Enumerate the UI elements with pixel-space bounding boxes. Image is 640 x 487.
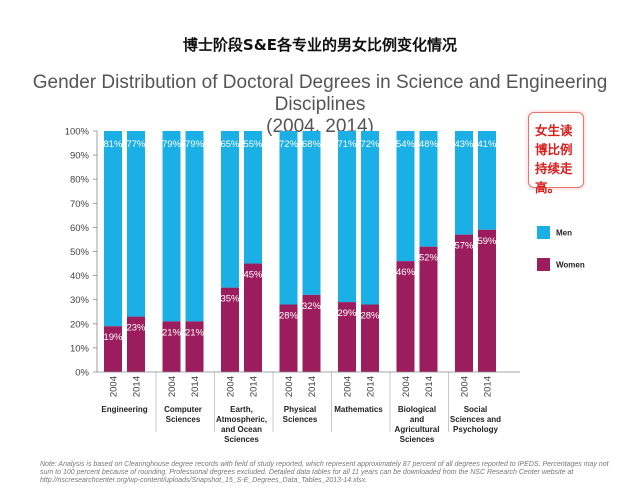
bar-women	[478, 229, 496, 372]
x-year-label: 2014	[483, 376, 494, 397]
bar-men	[361, 131, 379, 305]
x-year-label: 2004	[226, 376, 237, 397]
legend-swatch-women	[537, 258, 550, 271]
data-label-women: 52%	[419, 253, 439, 264]
bar-women	[455, 234, 473, 372]
bar-men	[455, 131, 473, 235]
x-category-label: Biological and Agricultural Sciences	[395, 405, 440, 444]
data-label-men: 79%	[185, 139, 205, 150]
data-label-men: 72%	[360, 139, 380, 150]
data-label-men: 65%	[220, 139, 240, 150]
data-label-men: 81%	[103, 139, 123, 150]
data-label-men: 43%	[454, 139, 474, 150]
y-tick-label: 80%	[70, 175, 90, 186]
bar-men	[162, 131, 181, 322]
x-category-label: Computer Sciences	[164, 405, 202, 424]
x-year-label: 2014	[307, 376, 318, 397]
callout-box: 女生读博比例持续走高。	[528, 112, 584, 195]
x-category-label: Mathematics	[334, 405, 383, 414]
bar-women	[279, 304, 298, 372]
x-year-label: 2014	[249, 376, 260, 397]
y-tick-label: 90%	[70, 151, 90, 162]
y-tick-label: 100%	[65, 127, 90, 138]
bar-men	[302, 131, 321, 295]
bar-women	[162, 321, 181, 372]
legend-label-men: Men	[556, 229, 572, 238]
bar-women	[127, 316, 145, 372]
data-label-women: 46%	[396, 267, 416, 278]
data-label-women: 35%	[220, 294, 240, 305]
data-label-women: 23%	[126, 323, 146, 334]
x-category-label: Physical Sciences	[283, 405, 318, 424]
y-tick-label: 60%	[70, 223, 90, 234]
legend-label-women: Women	[556, 261, 585, 270]
footnote: Note: Analysis is based on Clearinghouse…	[40, 461, 609, 484]
data-label-women: 45%	[243, 270, 263, 281]
x-year-label: 2004	[401, 376, 412, 397]
y-tick-label: 40%	[70, 271, 90, 282]
data-label-men: 68%	[302, 139, 322, 150]
data-label-women: 21%	[185, 327, 205, 338]
x-category-label: Engineering	[101, 405, 147, 414]
data-label-men: 48%	[419, 139, 439, 150]
data-label-women: 59%	[477, 236, 497, 247]
bar-men	[127, 131, 145, 317]
y-tick-label: 20%	[70, 319, 90, 330]
chinese-title: 博士阶段S&E各专业的男女比例变化情况	[182, 36, 458, 54]
x-year-label: 2014	[424, 376, 435, 397]
bar-women	[104, 326, 122, 372]
x-year-label: 2014	[190, 376, 201, 397]
data-label-women: 28%	[279, 311, 299, 322]
bar-women	[419, 246, 438, 372]
y-tick-label: 50%	[70, 247, 90, 258]
x-category-label: Earth, Atmospheric, and Ocean Sciences	[216, 405, 267, 444]
data-label-men: 71%	[337, 139, 357, 150]
data-label-men: 41%	[477, 139, 497, 150]
bar-men	[396, 131, 415, 262]
y-tick-label: 0%	[75, 368, 89, 379]
x-year-label: 2014	[132, 376, 143, 397]
data-label-women: 29%	[337, 308, 357, 319]
data-label-men: 77%	[126, 139, 146, 150]
bar-women	[244, 263, 262, 372]
bar-women	[221, 287, 239, 372]
bar-women	[396, 261, 415, 372]
bar-men	[478, 131, 496, 230]
x-year-label: 2004	[284, 376, 295, 397]
data-label-men: 72%	[279, 139, 299, 150]
bar-women	[185, 321, 204, 372]
y-tick-label: 70%	[70, 199, 90, 210]
data-label-women: 32%	[302, 301, 322, 312]
bar-women	[338, 302, 356, 372]
bar-men	[244, 131, 262, 264]
x-year-label: 2004	[167, 376, 178, 397]
x-year-label: 2004	[343, 376, 354, 397]
y-tick-label: 10%	[70, 343, 90, 354]
bar-women	[302, 294, 321, 372]
chart-title-line1: Gender Distribution of Doctoral Degrees …	[32, 72, 608, 115]
bar-men	[104, 131, 122, 327]
bar-men	[221, 131, 239, 288]
bar-men	[185, 131, 204, 322]
x-year-label: 2014	[366, 376, 377, 397]
data-label-men: 55%	[243, 139, 263, 150]
x-year-label: 2004	[460, 376, 471, 397]
data-label-women: 21%	[162, 327, 182, 338]
data-label-women: 28%	[360, 311, 380, 322]
x-year-label: 2004	[109, 376, 120, 397]
bar-women	[361, 304, 379, 372]
x-category-label: Social Sciences and Psychology	[450, 405, 501, 434]
bar-men	[279, 131, 298, 305]
data-label-men: 54%	[396, 139, 416, 150]
data-label-men: 79%	[162, 139, 182, 150]
legend-swatch-men	[537, 226, 550, 239]
y-tick-label: 30%	[70, 295, 90, 306]
bar-men	[338, 131, 356, 303]
bar-men	[419, 131, 438, 247]
data-label-women: 57%	[454, 241, 474, 252]
data-label-women: 19%	[103, 332, 123, 343]
